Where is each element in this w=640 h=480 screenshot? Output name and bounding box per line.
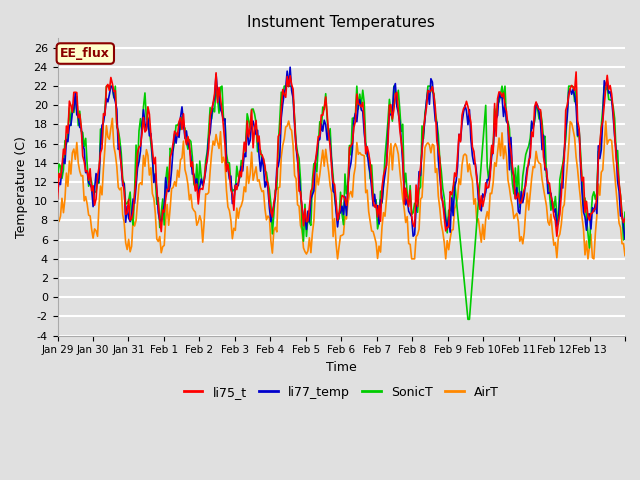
SonicT: [460, 271, 467, 276]
SonicT: [102, 83, 110, 89]
SonicT: [54, 179, 61, 184]
li77_temp: [286, 64, 294, 70]
li77_temp: [621, 236, 629, 242]
AirT: [461, 151, 469, 157]
li77_temp: [347, 160, 355, 166]
AirT: [73, 140, 81, 145]
SonicT: [347, 152, 355, 158]
SonicT: [73, 94, 81, 99]
AirT: [349, 194, 356, 200]
li75_t: [458, 112, 466, 118]
AirT: [545, 222, 553, 228]
li77_temp: [73, 112, 81, 118]
Title: Instument Temperatures: Instument Temperatures: [247, 15, 435, 30]
Line: li77_temp: li77_temp: [58, 67, 625, 239]
li75_t: [73, 90, 81, 96]
li75_t: [346, 145, 353, 151]
li75_t: [54, 196, 61, 202]
li75_t: [572, 69, 580, 75]
SonicT: [620, 237, 627, 243]
li75_t: [553, 233, 561, 239]
li75_t: [91, 202, 99, 208]
SonicT: [464, 316, 472, 322]
li75_t: [620, 220, 627, 226]
SonicT: [545, 190, 553, 196]
SonicT: [621, 209, 629, 215]
Line: li75_t: li75_t: [58, 72, 625, 236]
li75_t: [543, 168, 550, 174]
AirT: [54, 214, 61, 219]
SonicT: [91, 189, 99, 195]
AirT: [333, 256, 341, 262]
li75_t: [621, 216, 629, 221]
Line: AirT: AirT: [58, 119, 625, 259]
Legend: li75_t, li77_temp, SonicT, AirT: li75_t, li77_temp, SonicT, AirT: [179, 381, 504, 404]
X-axis label: Time: Time: [326, 361, 356, 374]
Text: EE_flux: EE_flux: [60, 47, 110, 60]
Line: SonicT: SonicT: [58, 86, 625, 319]
AirT: [621, 253, 629, 259]
li77_temp: [460, 109, 467, 115]
li77_temp: [91, 186, 99, 192]
li77_temp: [54, 189, 61, 194]
Y-axis label: Temperature (C): Temperature (C): [15, 136, 28, 238]
li77_temp: [618, 211, 626, 216]
AirT: [109, 116, 116, 121]
li77_temp: [544, 191, 552, 196]
AirT: [91, 226, 99, 232]
AirT: [620, 240, 627, 246]
